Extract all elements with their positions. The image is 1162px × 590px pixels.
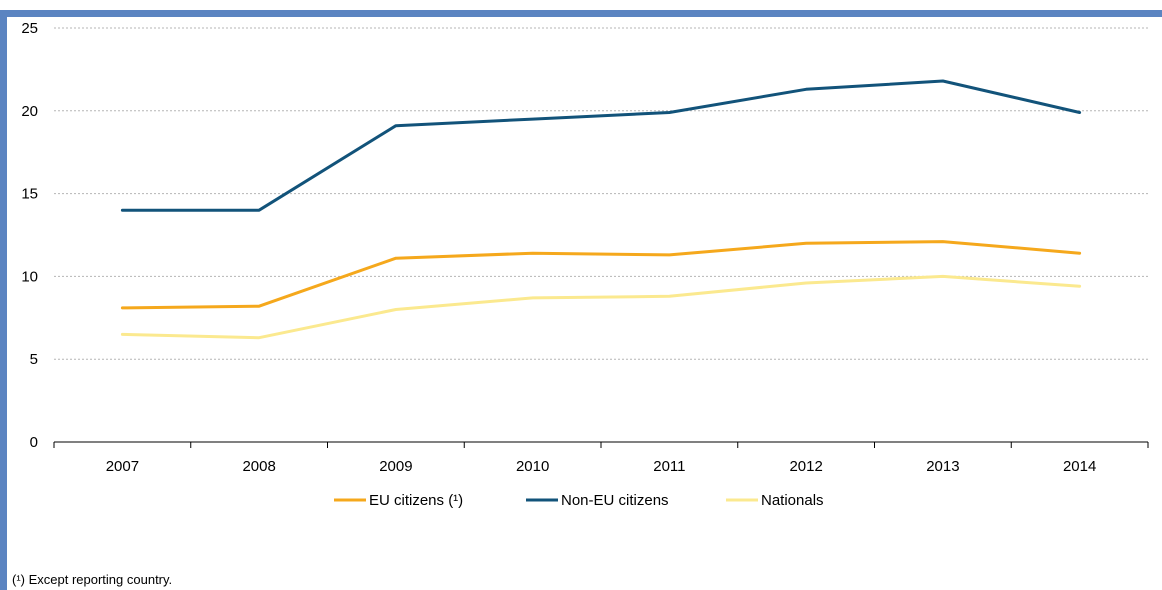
frame-left-border bbox=[0, 10, 7, 590]
y-tick-label: 0 bbox=[30, 434, 38, 451]
y-tick-label: 25 bbox=[21, 20, 38, 37]
series-line bbox=[120, 79, 1082, 212]
legend-label: EU citizens (¹) bbox=[369, 492, 463, 509]
x-tick-label: 2011 bbox=[653, 458, 685, 475]
x-tick-label: 2010 bbox=[516, 458, 549, 475]
x-tick-label: 2007 bbox=[106, 458, 139, 475]
x-tick-label: 2008 bbox=[242, 458, 275, 475]
y-tick-label: 5 bbox=[30, 351, 38, 368]
y-tick-label: 15 bbox=[21, 186, 38, 203]
y-tick-label: 20 bbox=[21, 103, 38, 120]
y-tick-label: 10 bbox=[21, 268, 38, 285]
x-tick-label: 2009 bbox=[379, 458, 412, 475]
x-tick-label: 2014 bbox=[1063, 458, 1096, 475]
frame-top-border bbox=[0, 10, 1162, 17]
footnote: (¹) Except reporting country. bbox=[12, 572, 173, 587]
series-line bbox=[120, 274, 1082, 340]
x-tick-label: 2013 bbox=[926, 458, 959, 475]
legend-label: Nationals bbox=[761, 492, 824, 509]
legend-label: Non-EU citizens bbox=[561, 492, 669, 509]
x-tick-label: 2012 bbox=[789, 458, 822, 475]
series-line bbox=[120, 240, 1082, 310]
